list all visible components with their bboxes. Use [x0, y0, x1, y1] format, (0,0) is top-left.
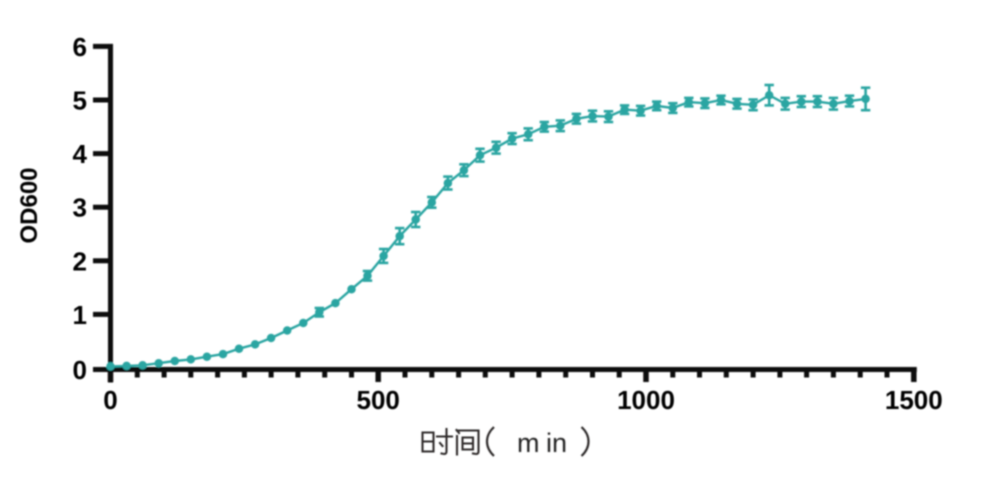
svg-text:1000: 1000	[617, 385, 675, 415]
svg-text:in: in	[546, 428, 567, 458]
svg-text:1: 1	[73, 300, 87, 330]
svg-text:OD600: OD600	[16, 167, 43, 243]
svg-text:5: 5	[73, 86, 87, 116]
svg-text:3: 3	[73, 193, 87, 223]
svg-text:4: 4	[73, 139, 88, 169]
svg-text:6: 6	[73, 32, 87, 62]
svg-text:0: 0	[103, 385, 117, 415]
svg-text:2: 2	[73, 246, 87, 276]
svg-text:500: 500	[357, 385, 400, 415]
svg-text:0: 0	[73, 355, 87, 385]
svg-text:m: m	[517, 428, 540, 458]
svg-text:1500: 1500	[885, 385, 943, 415]
